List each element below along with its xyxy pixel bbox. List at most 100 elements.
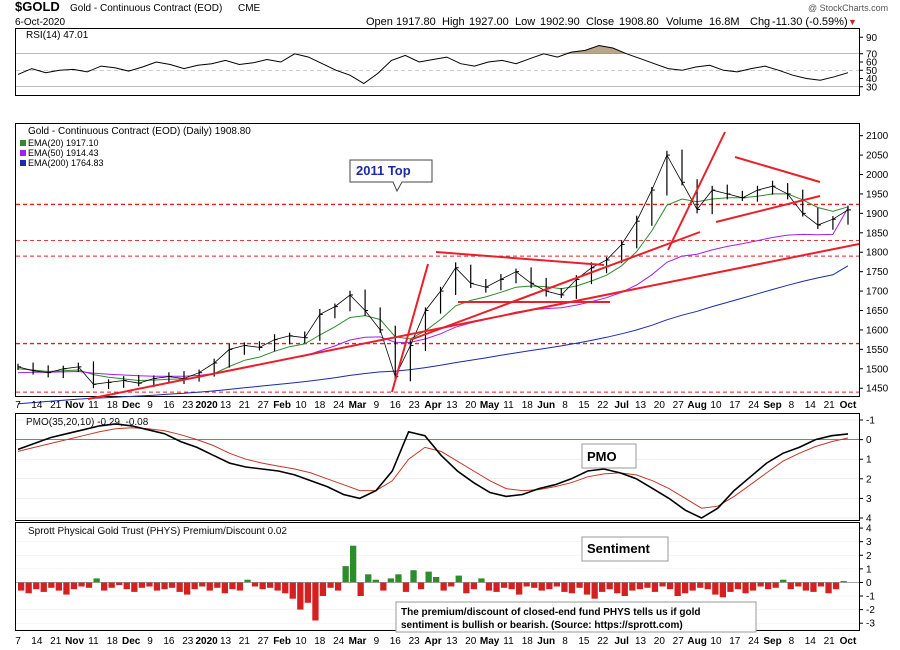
premium-bar	[101, 582, 108, 591]
sentiment-x-tick-label: 27	[673, 636, 685, 647]
premium-bar	[614, 582, 621, 594]
price-x-tick-label: 20	[654, 400, 666, 411]
sentiment-tick-label: 2	[866, 551, 872, 562]
sentiment-x-tick-label: 22	[597, 636, 609, 647]
sentiment-x-tick-label: 21	[239, 636, 251, 647]
chg-value: -11.30 (-0.59%)	[772, 16, 848, 28]
premium-bar	[251, 582, 259, 587]
price-x-tick-label: 27	[258, 400, 270, 411]
premium-bar	[516, 582, 523, 595]
premium-bar	[334, 582, 342, 591]
price-x-tick-label: 13	[635, 400, 647, 411]
premium-bar	[425, 571, 432, 583]
premium-bar	[214, 582, 221, 588]
rsi-overbought-fill	[18, 45, 848, 54]
premium-bar	[161, 582, 168, 590]
volume-label: Volume	[666, 16, 703, 28]
premium-bar	[689, 582, 696, 591]
premium-bar	[274, 582, 281, 591]
sentiment-x-tick-label: 14	[805, 636, 817, 647]
sentiment-x-tick-label: 11	[503, 636, 514, 647]
sentiment-x-tick-label: May	[480, 636, 500, 647]
trend-line	[409, 231, 701, 341]
premium-bar	[372, 579, 379, 583]
premium-bar	[704, 582, 711, 590]
premium-bar	[85, 582, 93, 588]
panel-titles: RSI(14) 47.01 Gold - Continuous Contract…	[26, 30, 287, 537]
price-panel-frame	[15, 123, 860, 397]
sentiment-x-tick-label: Mar	[349, 636, 367, 647]
premium-bar	[387, 578, 394, 583]
premium-bar	[727, 582, 734, 592]
price-x-tick-label: 2020	[196, 400, 219, 411]
sentiment-x-tick-label: 14	[31, 636, 43, 647]
source-note-line2: sentiment is bullish or bearish. (Source…	[401, 620, 683, 631]
sentiment-x-tick-label: 23	[182, 636, 194, 647]
premium-bar	[206, 582, 213, 591]
ema20-line	[17, 193, 849, 382]
pmo-tick-label: 0	[866, 435, 872, 446]
high-value: 1927.00	[469, 16, 509, 28]
sentiment-tick-label: 3	[866, 537, 872, 548]
price-x-tick-label: May	[480, 400, 500, 411]
premium-bar	[802, 582, 809, 591]
premium-bar	[666, 582, 674, 590]
trend-line	[715, 195, 821, 223]
premium-bar	[282, 582, 289, 594]
pmo-tick-label: 2	[866, 474, 872, 485]
premium-bar	[568, 582, 576, 594]
price-x-tick-label: 11	[88, 400, 99, 411]
price-x-tick-label: 14	[805, 400, 817, 411]
premium-bar	[817, 582, 825, 587]
sentiment-tick-label: 0	[866, 578, 872, 589]
low-value: 1902.90	[540, 16, 580, 28]
price-x-tick-label: Apr	[424, 400, 441, 411]
sentiment-x-tick-label: 16	[163, 636, 175, 647]
price-tick-label: 2050	[866, 151, 889, 162]
sentiment-x-tick-label: 18	[522, 636, 534, 647]
high-label: High	[442, 16, 465, 28]
rsi-title: RSI(14) 47.01	[26, 30, 89, 41]
sentiment-x-tick-label: 17	[729, 636, 741, 647]
premium-bar	[629, 582, 636, 591]
premium-bar	[176, 582, 183, 592]
premium-bar	[500, 582, 508, 588]
price-x-tick-label: 21	[824, 400, 836, 411]
pmo-line	[17, 423, 849, 519]
premium-bar	[636, 582, 643, 590]
sentiment-x-tick-label: Dec	[122, 636, 141, 647]
sentiment-x-tick-label: 13	[220, 636, 232, 647]
price-x-tick-label: 13	[220, 400, 232, 411]
premium-bar	[749, 582, 757, 591]
premium-bar	[153, 582, 161, 591]
close-value: 1908.80	[619, 16, 659, 28]
trend-line	[435, 251, 605, 266]
price-x-tick-label: 9	[374, 400, 380, 411]
top-2011-callout: 2011 Top	[349, 159, 433, 193]
sentiment-x-tick-label: 15	[578, 636, 590, 647]
premium-bar	[350, 545, 357, 583]
chart-date: 6-Oct-2020	[15, 17, 65, 28]
pmo-signal-line	[17, 427, 849, 509]
sentiment-x-tick-label: 10	[710, 636, 722, 647]
price-title: Gold - Continuous Contract (EOD) (Daily)…	[28, 126, 251, 137]
premium-bar	[63, 582, 70, 595]
price-x-tick-label: 23	[182, 400, 194, 411]
stockcharts-credit: @ StockCharts.com	[808, 3, 888, 13]
price-x-tick-label: 16	[390, 400, 402, 411]
price-tick-label: 1550	[866, 345, 889, 356]
sentiment-callout-label: Sentiment	[587, 541, 651, 556]
price-x-tick-label: 11	[503, 400, 514, 411]
price-x-tick-label: 17	[729, 400, 741, 411]
sentiment-x-tick-label: 7	[15, 636, 21, 647]
symbol: $GOLD	[15, 0, 60, 14]
price-x-tick-label: 21	[50, 400, 62, 411]
premium-bar	[825, 582, 832, 594]
premium-bar	[561, 582, 568, 592]
sentiment-title: Sprott Physical Gold Trust (PHYS) Premiu…	[28, 526, 287, 537]
premium-bar	[342, 566, 349, 583]
premium-bar	[478, 578, 485, 583]
sentiment-tick-label: -2	[866, 605, 875, 616]
premium-bar	[184, 582, 191, 595]
sentiment-x-tick-label: Aug	[687, 636, 706, 647]
